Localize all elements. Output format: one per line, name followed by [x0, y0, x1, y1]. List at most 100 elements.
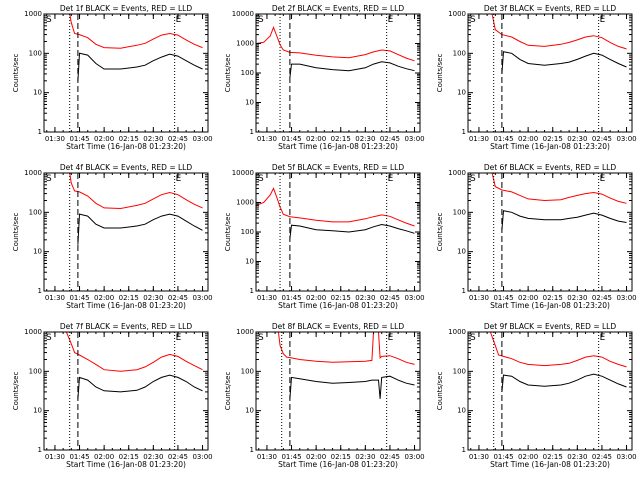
x-tick-label: 01:45: [493, 135, 513, 143]
x-tick-label: 02:45: [380, 453, 400, 461]
x-tick-label: 03:00: [616, 453, 636, 461]
x-tick-label: 02:45: [592, 135, 612, 143]
y-tick-label: 100: [241, 228, 254, 236]
lld-series-line: [69, 173, 203, 210]
x-tick-label: 01:45: [281, 453, 301, 461]
x-tick-label: 02:30: [355, 135, 375, 143]
x-tick-label: 01:45: [493, 294, 513, 302]
x-axis-label: Start Time (16-Jan-08 01:23:20): [66, 142, 186, 151]
detector-panel-3: 1 10 100 1000 01:30 01:45 02:00 02:15 02:30 02:45…: [436, 4, 637, 151]
x-tick-label: 02:45: [592, 294, 612, 302]
x-axis-label: Start Time (16-Jan-08 01:23:20): [278, 460, 398, 469]
start-marker-label: S: [46, 174, 52, 184]
x-axis-label: Start Time (16-Jan-08 01:23:20): [278, 142, 398, 151]
x-tick-label: 03:00: [616, 294, 636, 302]
x-tick-label: 02:00: [306, 135, 326, 143]
plot-frame: [467, 13, 633, 133]
panel-title: Det 8f BLACK = Events, RED = LLD: [272, 322, 405, 331]
y-tick-label: 1000: [236, 199, 254, 207]
y-tick-label: 10: [245, 258, 254, 266]
x-tick-label: 02:30: [567, 294, 587, 302]
end-marker-label: E: [176, 15, 182, 25]
x-tick-label: 03:00: [404, 453, 424, 461]
x-axis-label: Start Time (16-Jan-08 01:23:20): [66, 301, 186, 310]
x-tick-label: 01:30: [45, 453, 65, 461]
x-tick-label: 01:45: [69, 294, 89, 302]
x-tick-label: 02:00: [306, 294, 326, 302]
x-tick-label: 02:00: [518, 135, 538, 143]
x-tick-label: 01:45: [281, 294, 301, 302]
start-marker-label: S: [258, 333, 264, 343]
y-tick-label: 1: [38, 128, 42, 136]
detector-panel-4: 1 10 100 1000 01:30 01:45 02:00 02:15 02:30 02:45…: [12, 163, 213, 310]
detector-panel-5: 1 10 100 1000 10000 01:30 01:45 02:00 02:15 02:30…: [224, 163, 425, 310]
y-tick-label: 1: [462, 128, 466, 136]
x-tick-label: 02:30: [355, 294, 375, 302]
x-tick-label: 01:30: [45, 135, 65, 143]
y-axis-label: Counts/sec: [224, 372, 232, 411]
y-axis-label: Counts/sec: [436, 372, 444, 411]
panel-title: Det 4f BLACK = Events, RED = LLD: [60, 163, 193, 172]
x-tick-label: 02:00: [94, 135, 114, 143]
start-marker-label: S: [470, 333, 476, 343]
y-axis-label: Counts/sec: [224, 54, 232, 93]
y-tick-label: 1: [250, 287, 254, 295]
x-tick-label: 02:15: [331, 135, 351, 143]
x-tick-label: 03:00: [192, 453, 212, 461]
y-tick-label: 10: [457, 89, 466, 97]
end-marker-label: E: [176, 174, 182, 184]
panel-title: Det 5f BLACK = Events, RED = LLD: [272, 163, 405, 172]
lld-series-line: [489, 332, 627, 368]
x-tick-label: 02:30: [143, 294, 163, 302]
x-tick-label: 02:00: [518, 453, 538, 461]
y-tick-label: 100: [241, 367, 254, 375]
x-tick-label: 03:00: [404, 135, 424, 143]
x-tick-label: 02:15: [331, 453, 351, 461]
panel-title: Det 3f BLACK = Events, RED = LLD: [484, 4, 617, 13]
y-tick-label: 100: [29, 208, 42, 216]
y-tick-label: 100: [453, 367, 466, 375]
plot-frame: [255, 331, 421, 451]
y-tick-label: 10000: [232, 10, 254, 18]
y-tick-label: 100: [29, 49, 42, 57]
x-tick-label: 02:45: [168, 135, 188, 143]
y-tick-label: 10: [33, 89, 42, 97]
y-axis-label: Counts/sec: [436, 213, 444, 252]
x-axis-label: Start Time (16-Jan-08 01:23:20): [278, 301, 398, 310]
x-tick-label: 02:15: [543, 294, 563, 302]
x-axis-label: Start Time (16-Jan-08 01:23:20): [490, 142, 610, 151]
start-marker-label: S: [46, 333, 52, 343]
y-tick-label: 10: [457, 248, 466, 256]
x-tick-label: 01:30: [469, 135, 489, 143]
y-tick-label: 1000: [448, 328, 466, 336]
y-axis-label: Counts/sec: [12, 372, 20, 411]
start-marker-label: S: [258, 174, 264, 184]
y-tick-label: 1000: [236, 328, 254, 336]
x-tick-label: 03:00: [192, 294, 212, 302]
start-marker-label: S: [470, 174, 476, 184]
y-axis-label: Counts/sec: [436, 54, 444, 93]
panel-title: Det 1f BLACK = Events, RED = LLD: [60, 4, 193, 13]
x-tick-label: 03:00: [404, 294, 424, 302]
end-marker-label: E: [600, 333, 606, 343]
lld-series-line: [65, 332, 203, 372]
y-tick-label: 1: [250, 128, 254, 136]
events-series-line: [77, 213, 203, 245]
x-tick-label: 02:00: [94, 294, 114, 302]
plot-frame: [467, 172, 633, 292]
detector-panel-6: 1 10 100 1000 01:30 01:45 02:00 02:15 02:30 02:45…: [436, 163, 637, 310]
x-tick-label: 01:30: [257, 135, 277, 143]
x-tick-label: 02:45: [380, 135, 400, 143]
plot-frame: [467, 331, 633, 451]
x-tick-label: 02:45: [380, 294, 400, 302]
x-axis-label: Start Time (16-Jan-08 01:23:20): [66, 460, 186, 469]
y-tick-label: 1: [462, 446, 466, 454]
events-series-line: [501, 210, 627, 231]
x-tick-label: 01:45: [69, 135, 89, 143]
y-tick-label: 100: [453, 49, 466, 57]
end-marker-label: E: [600, 174, 606, 184]
panel-title: Det 7f BLACK = Events, RED = LLD: [60, 322, 193, 331]
events-series-line: [289, 61, 415, 78]
y-tick-label: 10: [245, 99, 254, 107]
